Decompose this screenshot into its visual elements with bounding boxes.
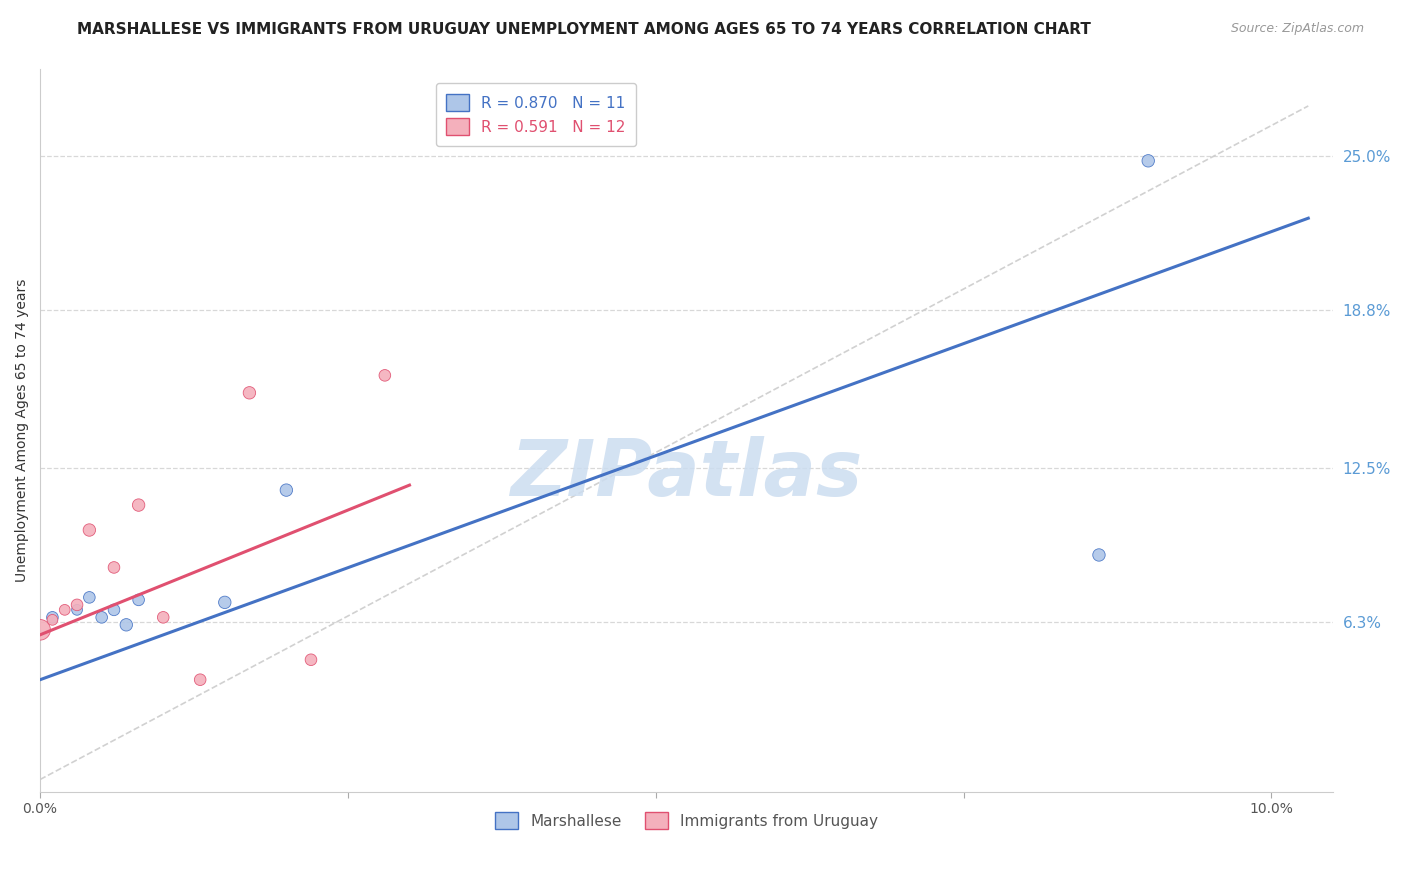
Point bbox=[30, 623, 52, 637]
Point bbox=[152, 610, 174, 624]
Text: ZIPatlas: ZIPatlas bbox=[510, 435, 863, 512]
Point bbox=[41, 610, 63, 624]
Point bbox=[238, 385, 260, 400]
Point bbox=[128, 498, 150, 512]
Point bbox=[299, 653, 322, 667]
Point bbox=[276, 483, 298, 497]
Point bbox=[79, 591, 101, 605]
Point bbox=[374, 368, 396, 383]
Point bbox=[103, 603, 125, 617]
Point bbox=[1137, 153, 1160, 168]
Point bbox=[53, 603, 76, 617]
Point bbox=[66, 603, 89, 617]
Point bbox=[1088, 548, 1111, 562]
Point bbox=[128, 593, 150, 607]
Point bbox=[115, 617, 138, 632]
Point bbox=[41, 613, 63, 627]
Y-axis label: Unemployment Among Ages 65 to 74 years: Unemployment Among Ages 65 to 74 years bbox=[15, 278, 30, 582]
Point bbox=[214, 595, 236, 609]
Point bbox=[188, 673, 211, 687]
Text: Source: ZipAtlas.com: Source: ZipAtlas.com bbox=[1230, 22, 1364, 36]
Point bbox=[66, 598, 89, 612]
Point bbox=[90, 610, 112, 624]
Text: MARSHALLESE VS IMMIGRANTS FROM URUGUAY UNEMPLOYMENT AMONG AGES 65 TO 74 YEARS CO: MARSHALLESE VS IMMIGRANTS FROM URUGUAY U… bbox=[77, 22, 1091, 37]
Point bbox=[103, 560, 125, 574]
Legend: Marshallese, Immigrants from Uruguay: Marshallese, Immigrants from Uruguay bbox=[489, 806, 884, 835]
Point bbox=[79, 523, 101, 537]
